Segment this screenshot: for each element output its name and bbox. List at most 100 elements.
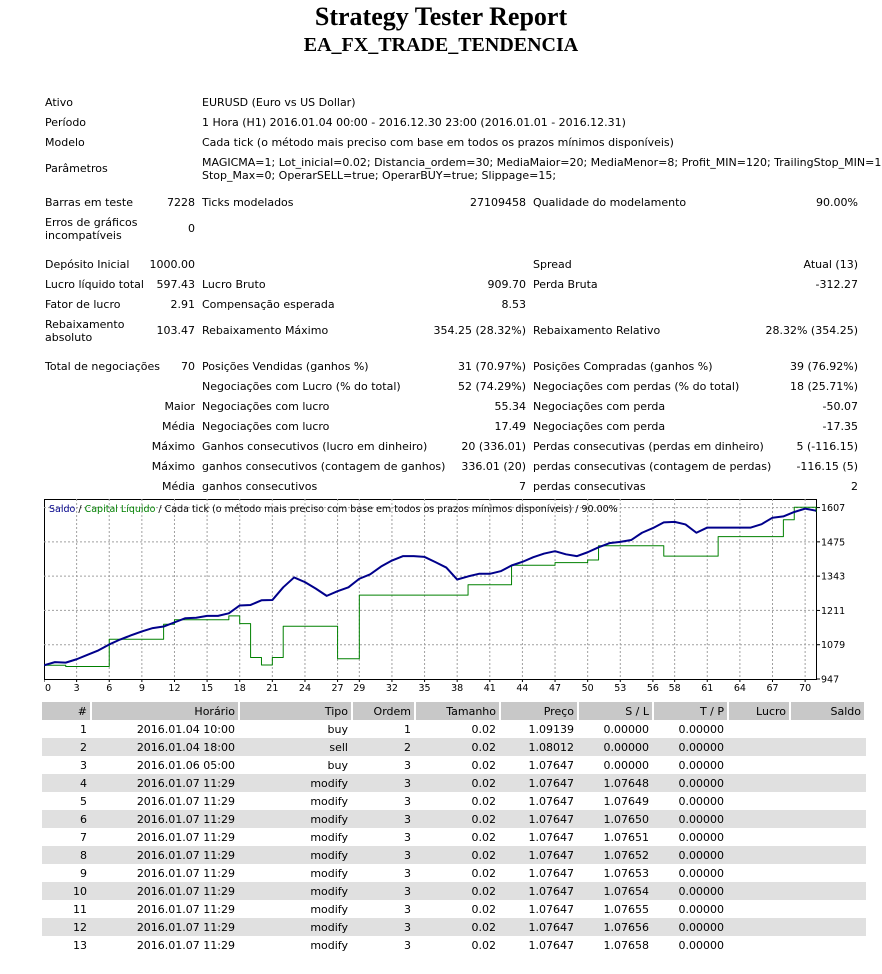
loss-trades-label: Negociações com perdas (% do total)	[533, 380, 740, 393]
table-cell: 0.02	[416, 810, 501, 828]
avg-profit-value: 17.49	[494, 420, 527, 433]
table-cell: 3	[353, 774, 416, 792]
short-positions-value: 31 (70.97%)	[457, 360, 526, 373]
errors-label-1: Erros de gráficos	[45, 216, 138, 229]
table-cell	[729, 720, 791, 738]
table-cell	[729, 828, 791, 846]
table-cell: 2016.01.07 11:29	[136, 902, 235, 916]
model-value: Cada tick (o método mais preciso com bas…	[202, 136, 674, 149]
table-cell: 1.07647	[528, 866, 575, 880]
rel-drawdown-label: Rebaixamento Relativo	[533, 324, 661, 337]
x-tick-label: 3	[74, 683, 80, 694]
table-cell: 3	[404, 938, 411, 952]
avg-consec-losses-value: 2	[851, 480, 858, 493]
table-cell: 0.00000	[678, 938, 725, 952]
table-cell: modify	[310, 794, 348, 808]
column-header: Saldo	[791, 702, 866, 720]
table-cell: 1.07647	[528, 938, 575, 952]
table-cell: 2016.01.07 11:29	[136, 830, 235, 844]
trades-body: 1 2016.01.04 10:00 buy 1 0.02 1.09139 0.00000 0…	[42, 720, 866, 954]
table-cell	[729, 882, 791, 900]
table-cell	[791, 774, 866, 792]
table-cell: 2016.01.07 11:29	[92, 774, 240, 792]
table-cell: 3	[404, 830, 411, 844]
table-cell: 2016.01.07 11:29	[92, 918, 240, 936]
table-row: 4 2016.01.07 11:29 modify 3 0.02 1.07647 1.076…	[42, 774, 866, 792]
expert-name: EA_FX_TRADE_TENDENCIA	[303, 34, 579, 56]
table-cell: 2016.01.07 11:29	[136, 938, 235, 952]
table-cell	[729, 738, 791, 756]
table-cell: modify	[240, 882, 353, 900]
table-cell: 3	[353, 882, 416, 900]
table-cell: modify	[310, 902, 348, 916]
table-cell: buy	[327, 722, 348, 736]
table-cell: buy	[327, 758, 348, 772]
parameters-line2: Stop_Max=0; OperarSELL=true; OperarBUY=t…	[202, 169, 557, 182]
net-profit-label: Lucro líquido total	[45, 278, 144, 291]
y-tick-label: 1343	[821, 572, 845, 583]
table-cell: 1	[404, 722, 411, 736]
table-cell: 1.07658	[603, 938, 650, 952]
ticks-value: 27109458	[470, 196, 526, 209]
table-cell: 1.07647	[501, 918, 579, 936]
table-cell	[791, 864, 866, 882]
table-cell: 1.07652	[579, 846, 654, 864]
table-cell: 0.00000	[678, 830, 725, 844]
loss-trades-value: 18 (25.71%)	[789, 380, 858, 393]
profit-factor-label: Fator de lucro	[45, 298, 121, 311]
table-cell: 0.00000	[654, 846, 729, 864]
avg-consec-wins-label: ganhos consecutivos	[202, 480, 318, 493]
x-axis-ticks: 0 3 6 9 12 15 18 21 24 27 29 32 35 38 41 44 47 50 53 56 58 61…	[44, 679, 811, 694]
x-tick-label: 58	[669, 683, 681, 694]
table-cell: 0.00000	[678, 866, 725, 880]
chart-plot-area	[44, 499, 817, 680]
abs-drawdown-label-2: absoluto	[45, 331, 93, 344]
table-cell: 1.07647	[528, 830, 575, 844]
max-consec-profit-value: 336.01 (20)	[461, 460, 526, 473]
table-cell	[729, 846, 791, 864]
table-cell: modify	[240, 810, 353, 828]
table-cell: 0.02	[471, 830, 497, 844]
table-cell: 1.07655	[603, 902, 650, 916]
abs-drawdown-label-1: Rebaixamento	[45, 318, 125, 331]
table-cell	[791, 738, 866, 756]
bars-value: 7228	[167, 196, 195, 209]
y-tick-label: 1607	[821, 503, 845, 514]
gross-profit-label: Lucro Bruto	[202, 278, 266, 291]
x-tick-label: 35	[419, 683, 431, 694]
x-tick-label: 32	[386, 683, 398, 694]
table-cell	[729, 864, 791, 882]
table-cell: modify	[310, 866, 348, 880]
table-row: 1 2016.01.04 10:00 buy 1 0.02 1.09139 0.00000 0…	[42, 720, 866, 738]
long-positions-label: Posições Compradas (ganhos %)	[533, 360, 713, 373]
period-label: Período	[45, 116, 87, 129]
model-label: Modelo	[45, 136, 85, 149]
column-header: T / P	[654, 702, 729, 720]
table-cell: 2016.01.07 11:29	[136, 794, 235, 808]
table-cell: 1.08012	[501, 738, 579, 756]
table-cell: 0.02	[471, 794, 497, 808]
total-trades-value: 70	[181, 360, 195, 373]
errors-value: 0	[188, 222, 195, 235]
spread-label: Spread	[533, 258, 572, 271]
table-cell	[791, 810, 866, 828]
table-cell: 0.02	[416, 774, 501, 792]
chart-series	[44, 506, 817, 668]
table-cell	[729, 900, 791, 918]
table-cell: 2	[42, 738, 92, 756]
x-tick-label: 6	[106, 683, 112, 694]
table-cell: sell	[240, 738, 353, 756]
table-cell: 1.09139	[528, 722, 575, 736]
table-cell: 1.07648	[579, 774, 654, 792]
y-tick-label: 1211	[821, 606, 845, 617]
table-cell: 2016.01.07 11:29	[136, 866, 235, 880]
avg-loss-value: -17.35	[822, 420, 858, 433]
table-cell: 4	[42, 774, 92, 792]
avg-loss-label: Negociações com perda	[533, 420, 666, 433]
column-header: Ordem	[353, 702, 416, 720]
expected-payoff-label: Compensação esperada	[202, 298, 335, 311]
table-cell: 0.00000	[678, 902, 725, 916]
table-cell	[729, 774, 791, 792]
table-cell: 0.00000	[654, 810, 729, 828]
